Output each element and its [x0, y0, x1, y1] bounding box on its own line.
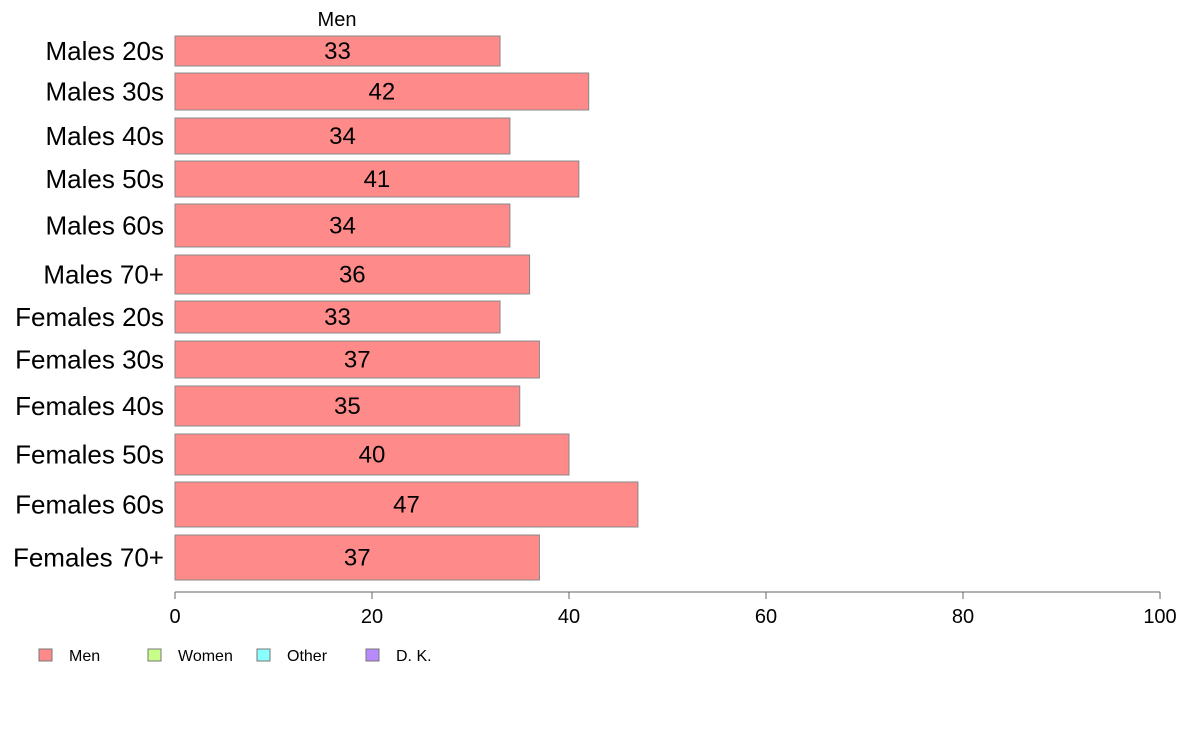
- category-label: Females 20s: [15, 302, 164, 332]
- data-label: 37: [344, 347, 371, 374]
- x-tick-label: 20: [361, 606, 383, 628]
- bar: [174, 300, 501, 334]
- legend-label: D. K.: [396, 648, 432, 665]
- category-label: Males 50s: [46, 164, 165, 194]
- data-label: 33: [324, 38, 351, 65]
- legend-label: Men: [69, 648, 100, 665]
- x-tick-label: 100: [1143, 606, 1176, 628]
- category-label: Males 30s: [46, 77, 165, 107]
- category-label: Males 70+: [43, 260, 164, 290]
- bar: [174, 385, 521, 427]
- bars-group: Males 20s 33 Males 30s 42 Males 40s 34 Males 5…: [13, 35, 639, 581]
- bar: [174, 72, 590, 111]
- x-tick-label: 60: [755, 606, 777, 628]
- data-label: 40: [359, 442, 386, 469]
- legend-swatch: [147, 648, 162, 662]
- data-label: 37: [344, 545, 371, 572]
- category-label: Males 20s: [46, 36, 165, 66]
- data-label: 35: [334, 393, 361, 420]
- x-axis: 0 20 40 60 80 100: [169, 591, 1177, 628]
- data-label: 33: [324, 304, 351, 331]
- bar: [174, 254, 531, 295]
- data-label: 34: [329, 123, 356, 150]
- bar: [174, 481, 639, 528]
- data-label: 36: [339, 262, 366, 289]
- data-label: 47: [393, 492, 420, 519]
- category-label: Females 60s: [15, 490, 164, 520]
- category-label: Females 40s: [15, 391, 164, 421]
- x-tick-label: 80: [952, 606, 974, 628]
- bar: [174, 117, 511, 155]
- category-label: Females 30s: [15, 345, 164, 375]
- bar: [174, 433, 570, 476]
- category-label: Females 70+: [13, 543, 164, 573]
- x-tick-label: 40: [558, 606, 580, 628]
- data-label: 42: [368, 79, 395, 106]
- legend-swatch: [365, 648, 380, 662]
- data-label: 41: [364, 166, 391, 193]
- legend-swatch: [256, 648, 271, 662]
- legend-label: Women: [178, 648, 233, 665]
- bar: [174, 160, 580, 198]
- legend-swatch: [38, 648, 53, 662]
- bar: [174, 534, 540, 581]
- bar: [174, 203, 511, 248]
- category-label: Females 50s: [15, 440, 164, 470]
- bar: [174, 35, 501, 67]
- bar: [174, 340, 540, 379]
- data-label: 34: [329, 213, 356, 240]
- legend: Men Women Other D. K.: [38, 648, 432, 665]
- category-label: Males 40s: [46, 121, 165, 151]
- legend-label: Other: [287, 648, 328, 665]
- series-header: Men: [318, 9, 357, 31]
- category-label: Males 60s: [46, 211, 165, 241]
- x-tick-label: 0: [169, 606, 180, 628]
